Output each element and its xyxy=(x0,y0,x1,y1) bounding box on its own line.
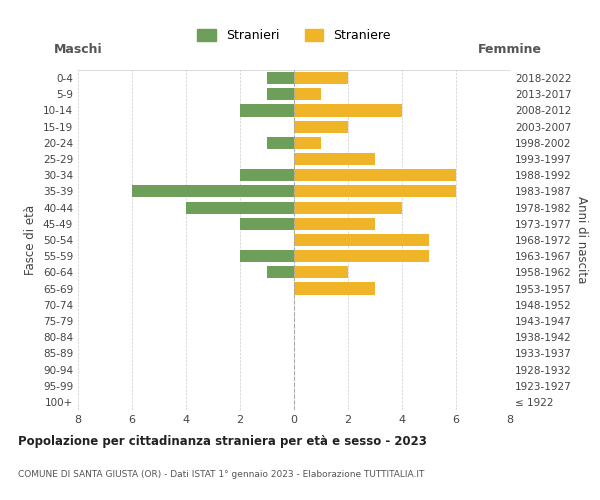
Bar xyxy=(294,137,321,149)
Bar xyxy=(294,72,348,84)
Y-axis label: Anni di nascita: Anni di nascita xyxy=(575,196,588,284)
Bar xyxy=(294,282,375,294)
Bar xyxy=(294,104,402,117)
Text: Femmine: Femmine xyxy=(478,44,542,57)
Text: Maschi: Maschi xyxy=(53,44,103,57)
Text: COMUNE DI SANTA GIUSTA (OR) - Dati ISTAT 1° gennaio 2023 - Elaborazione TUTTITAL: COMUNE DI SANTA GIUSTA (OR) - Dati ISTAT… xyxy=(18,470,424,479)
Bar xyxy=(132,186,294,198)
Bar xyxy=(294,250,429,262)
Bar xyxy=(294,169,456,181)
Bar xyxy=(294,120,348,132)
Bar xyxy=(240,169,294,181)
Bar xyxy=(240,104,294,117)
Bar xyxy=(294,202,402,213)
Bar xyxy=(294,266,348,278)
Bar xyxy=(267,72,294,84)
Text: Popolazione per cittadinanza straniera per età e sesso - 2023: Popolazione per cittadinanza straniera p… xyxy=(18,435,427,448)
Bar xyxy=(267,137,294,149)
Bar xyxy=(267,266,294,278)
Bar xyxy=(240,250,294,262)
Legend: Stranieri, Straniere: Stranieri, Straniere xyxy=(197,28,391,42)
Bar xyxy=(186,202,294,213)
Bar xyxy=(240,218,294,230)
Bar xyxy=(294,153,375,165)
Y-axis label: Fasce di età: Fasce di età xyxy=(25,205,37,275)
Bar xyxy=(294,88,321,101)
Bar xyxy=(267,88,294,101)
Bar xyxy=(294,234,429,246)
Bar xyxy=(294,218,375,230)
Bar xyxy=(294,186,456,198)
